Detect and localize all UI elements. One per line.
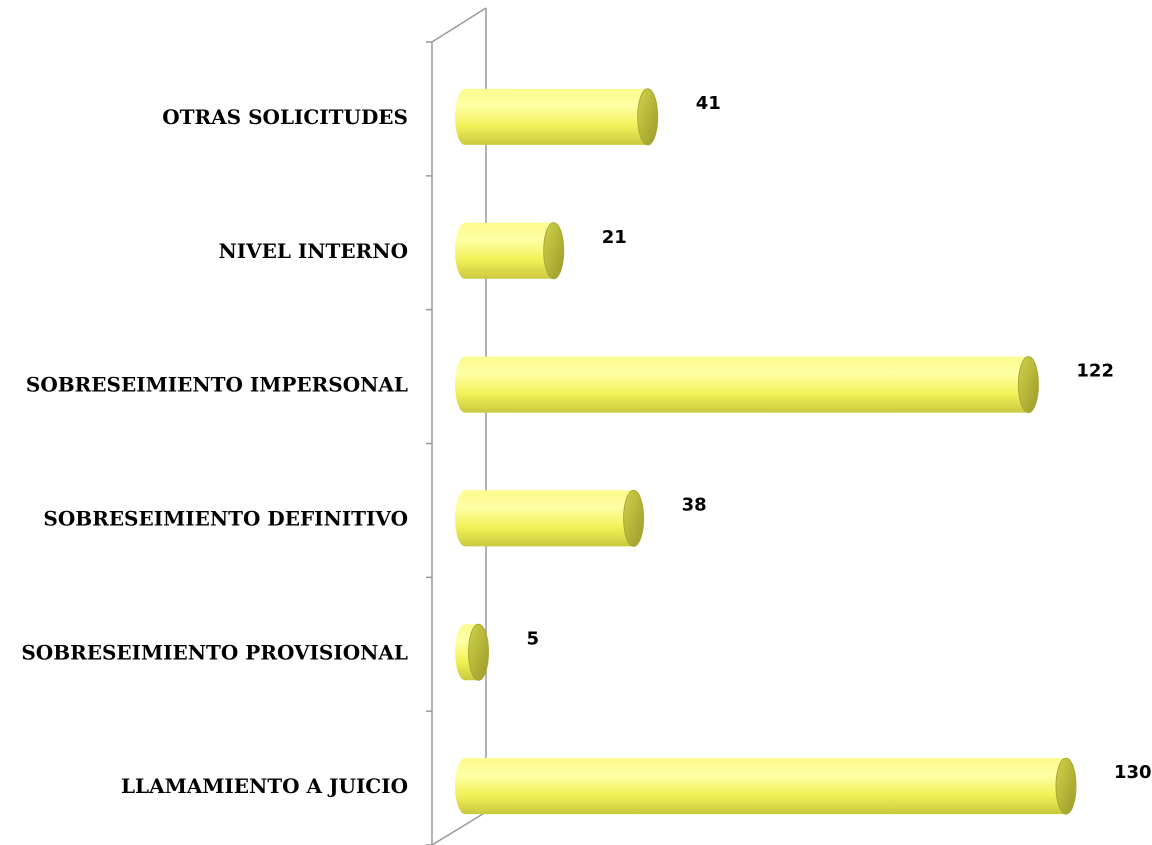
data-label: 38 <box>682 494 707 515</box>
category-label: SOBRESEIMIENTO PROVISIONAL <box>21 640 408 664</box>
bar-cap <box>1055 757 1077 815</box>
data-label: 130 <box>1114 762 1152 783</box>
category-label: OTRAS SOLICITUDES <box>162 105 408 129</box>
category-label: NIVEL INTERNO <box>218 239 408 263</box>
data-label: 41 <box>696 93 721 114</box>
bar-1 <box>455 222 565 280</box>
value-labels: 41 21 122 38 5 130 <box>527 93 1152 783</box>
bar-body <box>455 88 648 145</box>
bar-2 <box>455 356 1039 414</box>
category-label: SOBRESEIMIENTO IMPERSONAL <box>26 373 408 397</box>
wall-bottom-line <box>431 811 487 845</box>
bar-3 <box>455 489 645 547</box>
data-label: 122 <box>1076 361 1114 382</box>
bar-body <box>455 490 634 547</box>
category-label: SOBRESEIMIENTO DEFINITIVO <box>43 506 408 530</box>
bar-5 <box>455 757 1077 815</box>
bar-body <box>455 356 1029 413</box>
bar-0 <box>455 88 659 146</box>
bar-body <box>455 222 554 279</box>
bars-group <box>455 88 1077 815</box>
bar-body <box>455 758 1066 815</box>
bar-cap <box>1017 356 1039 414</box>
bar-4 <box>455 623 489 681</box>
bar-cap <box>543 222 565 280</box>
bar-cap <box>623 489 645 547</box>
data-label: 5 <box>527 628 540 649</box>
category-label: LLAMAMIENTO A JUICIO <box>121 774 408 798</box>
category-labels: OTRAS SOLICITUDES NIVEL INTERNO SOBRESEIMI… <box>21 105 408 798</box>
data-label: 21 <box>602 227 627 248</box>
wall-top-line <box>431 7 487 43</box>
axis-ticks <box>426 41 432 845</box>
bar-cap <box>637 88 659 146</box>
bar-cap <box>468 623 489 681</box>
